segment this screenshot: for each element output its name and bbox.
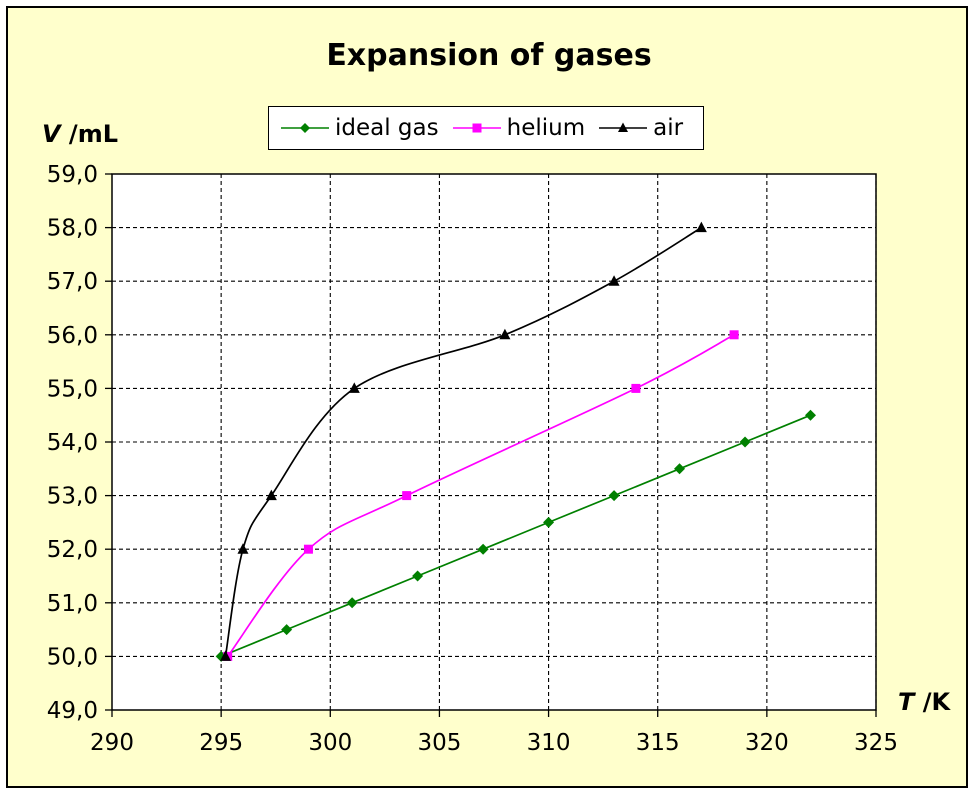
data-point-ideal-gas: [477, 543, 489, 555]
data-point-ideal-gas: [674, 463, 686, 475]
data-point-ideal-gas: [281, 624, 293, 636]
data-point-air: [237, 543, 249, 554]
x-tick-label: 300: [308, 730, 352, 756]
data-point-ideal-gas: [805, 409, 817, 421]
data-point-helium: [729, 330, 739, 340]
legend-swatch-helium: [452, 123, 501, 133]
data-point-air: [695, 221, 707, 233]
legend: ideal gas helium air: [268, 106, 704, 150]
y-tick-label: 58,0: [47, 216, 98, 242]
data-point-air: [499, 328, 511, 340]
chart-area: Expansion of gases V /mL T /K 290 295 300 3…: [6, 6, 968, 788]
y-axis-symbol: V: [42, 120, 61, 148]
chart-title: Expansion of gases: [326, 38, 652, 73]
legend-item-ideal-gas: ideal gas: [279, 115, 439, 141]
data-point-ideal-gas: [543, 516, 555, 528]
data-point-helium: [402, 491, 412, 501]
data-point-helium: [303, 544, 313, 554]
legend-item-air: air: [597, 115, 683, 141]
data-point-air: [265, 489, 277, 501]
data-point-ideal-gas: [346, 597, 358, 609]
x-tick-label: 290: [90, 730, 134, 756]
legend-item-helium: helium: [451, 115, 586, 141]
y-tick-label: 59,0: [47, 162, 98, 188]
x-tick-label: 310: [527, 730, 571, 756]
y-tick-label: 53,0: [47, 484, 98, 510]
data-point-ideal-gas: [739, 436, 751, 448]
series-line-ideal-gas: [220, 414, 811, 658]
y-tick-label: 51,0: [47, 591, 98, 617]
y-axis-unit: /mL: [60, 120, 118, 148]
data-point-air: [220, 650, 232, 661]
x-tick-label: 320: [745, 730, 789, 756]
x-tick-label: 325: [854, 730, 898, 756]
y-tick-label: 54,0: [47, 430, 98, 456]
data-point-ideal-gas: [412, 570, 424, 582]
data-point-air: [348, 382, 360, 393]
legend-label-air: air: [653, 115, 684, 141]
data-point-helium: [631, 383, 641, 393]
x-axis-symbol: T: [898, 688, 915, 716]
y-tick-label: 49,0: [47, 698, 98, 724]
x-axis-unit: /K: [914, 688, 951, 716]
y-axis-label: V /mL: [42, 120, 118, 148]
chart-svg: 290 295 300 305 310 315 320 325 49,0 50,0 51,0 52,0…: [47, 162, 898, 756]
legend-swatch-ideal-gas: [281, 123, 329, 133]
data-point-ideal-gas: [608, 490, 620, 502]
y-tick-label: 57,0: [47, 269, 98, 295]
x-tick-label: 295: [199, 730, 243, 756]
legend-label-ideal-gas: ideal gas: [335, 115, 439, 141]
x-axis-label: T /K: [898, 688, 950, 716]
y-tick-label: 50,0: [47, 644, 98, 670]
y-tick-label: 55,0: [47, 376, 98, 402]
x-tick-label: 315: [636, 730, 680, 756]
y-tick-label: 52,0: [47, 537, 98, 563]
y-tick-label: 56,0: [47, 323, 98, 349]
data-point-air: [608, 275, 620, 286]
legend-label-helium: helium: [506, 115, 586, 141]
series-line-helium: [227, 334, 735, 657]
x-tick-label: 305: [417, 730, 461, 756]
legend-swatch-air: [599, 122, 648, 132]
